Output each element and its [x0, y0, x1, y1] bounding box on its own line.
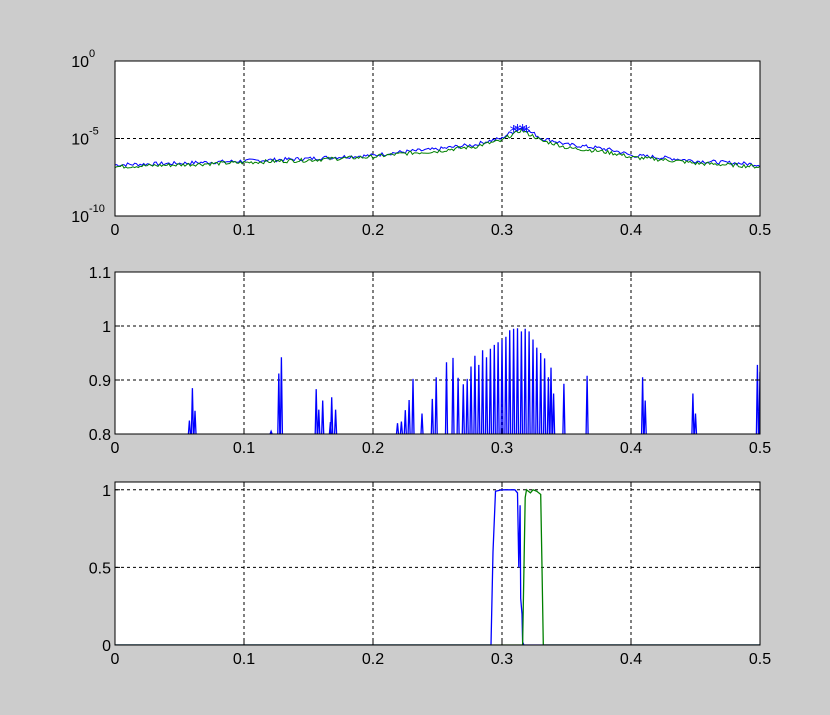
- coherence-series-line: [187, 328, 760, 434]
- y-tick-label: 1.1: [89, 265, 111, 282]
- y-tick-label: 10 -10: [71, 203, 105, 226]
- x-tick-label: 0.4: [620, 222, 642, 239]
- y-tick-label: 0.9: [89, 373, 111, 390]
- x-tick-label: 0.2: [362, 440, 384, 457]
- x-tick-label: 0: [111, 440, 120, 457]
- x-tick-label: 0.3: [491, 651, 513, 668]
- x-tick-label: 0.5: [749, 440, 771, 457]
- y-tick-label-exponent: -10: [89, 203, 105, 215]
- series-group: [187, 328, 760, 434]
- y-tick-label: 10 -5: [71, 126, 99, 149]
- axes-box: [114, 271, 761, 435]
- x-tick-label: 0.2: [362, 651, 384, 668]
- x-tick-label: 0.2: [362, 222, 384, 239]
- x-tick-label: 0: [111, 651, 120, 668]
- y-tick-label-base: 10: [71, 54, 89, 71]
- mask-series-line-2: [115, 488, 760, 645]
- x-tick-label: 0.1: [233, 651, 255, 668]
- plot-area: [115, 61, 760, 216]
- x-tick-label: 0.5: [749, 651, 771, 668]
- axes-box: [114, 481, 761, 646]
- peak-marker: *: [523, 121, 531, 140]
- peak-marker: *: [513, 121, 521, 140]
- peak-marker: *: [510, 121, 518, 140]
- x-tick-label: 0.3: [491, 222, 513, 239]
- spectrum-series-line-1: [115, 127, 760, 168]
- y-tick-label-exponent: 0: [89, 48, 95, 60]
- y-tick-label: 10 0: [71, 48, 95, 71]
- plot-area: [115, 482, 760, 645]
- y-tick-label-base: 10: [71, 209, 89, 226]
- peak-marker: *: [519, 121, 527, 140]
- y-tick-label: 1: [102, 483, 111, 500]
- y-tick-label: 0.8: [89, 427, 111, 444]
- series-group: [115, 127, 760, 169]
- coherence-axes: 0 0.1 0.2 0.3 0.4 0.5 0.8 0.9 1 1.1: [89, 265, 771, 457]
- plot-area: [115, 272, 760, 434]
- y-tick-label-base: 10: [71, 132, 89, 149]
- spectrum-series-line-2: [115, 128, 760, 169]
- mask-axes: 0 0.1 0.2 0.3 0.4 0.5 0 0.5 1: [89, 481, 771, 668]
- x-tick-label: 0.3: [491, 440, 513, 457]
- y-tick-label: 1: [102, 319, 111, 336]
- x-tick-label: 0.1: [233, 440, 255, 457]
- y-tick-label: 0: [102, 638, 111, 655]
- x-tick-label: 0.5: [749, 222, 771, 239]
- y-tick-label-exponent: -5: [89, 126, 99, 138]
- x-tick-label: 0.4: [620, 440, 642, 457]
- x-tick-label: 0.1: [233, 222, 255, 239]
- y-tick-label: 0.5: [89, 560, 111, 577]
- x-tick-label: 0.4: [620, 651, 642, 668]
- series-group: [115, 488, 760, 645]
- x-tick-label: 0: [111, 222, 120, 239]
